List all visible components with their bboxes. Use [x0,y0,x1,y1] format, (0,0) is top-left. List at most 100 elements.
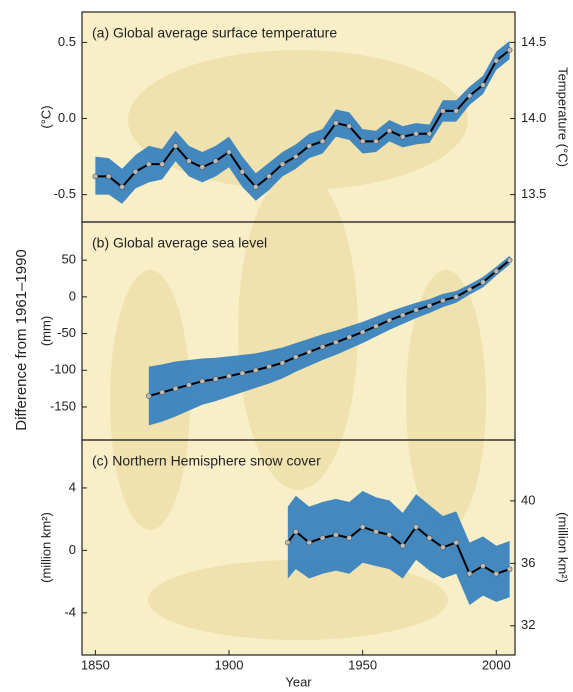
data-point [360,524,365,529]
y-tick-label: 0 [69,542,76,557]
data-point [440,108,445,113]
data-point [347,124,352,129]
y2-tick-label: 32 [521,617,535,632]
y2-axis-label: Temperature (°C) [556,67,571,167]
data-point [146,162,151,167]
y-tick-label: 50 [62,252,76,267]
data-point [454,540,459,545]
data-point [320,535,325,540]
data-point [507,258,512,263]
data-point [93,174,98,179]
y2-axis-label: (million km²) [556,512,571,583]
data-point [454,294,459,299]
data-point [480,83,485,88]
y-axis-label: (mm) [38,316,53,346]
data-point [240,169,245,174]
data-point [320,344,325,349]
data-point [387,532,392,537]
data-point [494,571,499,576]
data-point [173,386,178,391]
data-point [320,139,325,144]
data-point [507,567,512,572]
data-point [133,169,138,174]
data-point [280,360,285,365]
y-tick-label: -150 [50,398,76,413]
data-point [293,529,298,534]
data-point [227,374,232,379]
y-axis-label: (°C) [38,105,53,128]
y-tick-label: 4 [69,479,76,494]
data-point [120,185,125,190]
data-point [414,524,419,529]
data-point [160,162,165,167]
data-point [414,131,419,136]
data-point [427,535,432,540]
y-tick-label: 0.0 [58,110,76,125]
x-axis-label: Year [285,674,312,689]
y2-tick-label: 36 [521,555,535,570]
x-tick-label: 1900 [215,657,244,672]
data-point [507,48,512,53]
data-point [440,545,445,550]
data-point [454,108,459,113]
data-point [494,269,499,274]
data-point [200,379,205,384]
data-point [253,185,258,190]
data-point [467,287,472,292]
data-point [333,532,338,537]
data-point [467,571,472,576]
data-point [467,93,472,98]
y-tick-label: -50 [57,325,76,340]
x-tick-label: 1850 [81,657,110,672]
y2-tick-label: 13.5 [521,186,546,201]
chart: Difference from 1961–1990 0.50.0-0.514.5… [0,0,573,692]
data-point [374,529,379,534]
data-point [440,298,445,303]
panel-title: (b) Global average sea level [92,235,267,251]
data-point [227,150,232,155]
data-point [173,143,178,148]
data-point [400,134,405,139]
data-point [285,540,290,545]
data-point [186,159,191,164]
data-point [374,324,379,329]
data-point [387,318,392,323]
data-point [400,543,405,548]
y2-tick-label: 40 [521,492,535,507]
y2-tick-label: 14.0 [521,110,546,125]
y-axis-label: (million km²) [38,512,53,583]
y-tick-label: -100 [50,362,76,377]
data-point [186,382,191,387]
data-point [213,377,218,382]
data-point [160,390,165,395]
y-tick-label: -4 [64,604,76,619]
data-point [307,540,312,545]
data-point [347,535,352,540]
data-point [240,371,245,376]
data-point [387,128,392,133]
data-point [427,131,432,136]
y-tick-label: 0 [69,288,76,303]
data-point [213,159,218,164]
data-point [267,174,272,179]
data-point [360,330,365,335]
data-point [374,139,379,144]
y-tick-label: 0.5 [58,34,76,49]
data-point [333,340,338,345]
data-point [480,280,485,285]
data-point [253,368,258,373]
data-point [307,349,312,354]
shared-y-label: Difference from 1961–1990 [13,249,30,431]
x-tick-label: 1950 [348,657,377,672]
x-tick-label: 2000 [482,657,511,672]
data-point [200,165,205,170]
data-point [293,154,298,159]
panel-title: (a) Global average surface temperature [92,25,337,41]
data-point [280,162,285,167]
data-point [106,174,111,179]
data-point [494,58,499,63]
data-point [480,564,485,569]
y2-tick-label: 14.5 [521,34,546,49]
data-point [427,303,432,308]
data-point [414,308,419,313]
